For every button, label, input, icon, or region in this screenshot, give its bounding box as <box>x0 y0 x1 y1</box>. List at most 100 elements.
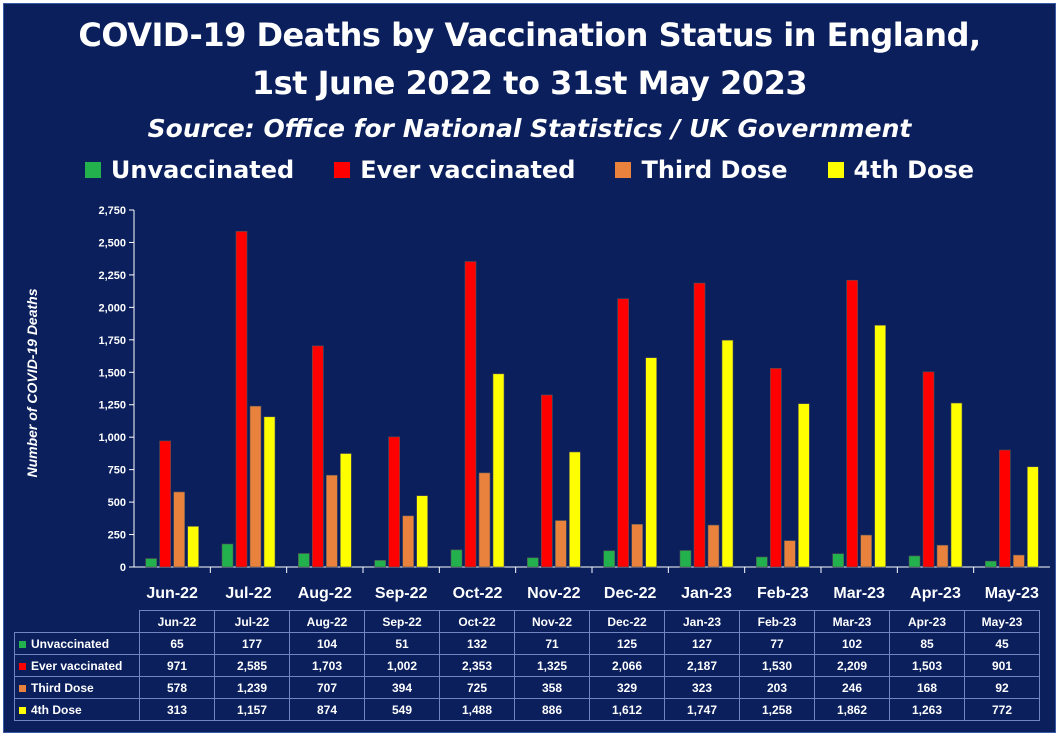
table-column-header: Sep-22 <box>364 610 440 633</box>
table-cell: 168 <box>889 676 965 699</box>
table-column-header: Feb-23 <box>739 610 815 633</box>
y-tick-label: 1,500 <box>98 367 126 379</box>
chart-title: COVID-19 Deaths by Vaccination Status in… <box>78 16 981 54</box>
bar-4th-dose-jun-22 <box>187 526 199 568</box>
table-cell: 246 <box>814 676 890 699</box>
bar-4th-dose-dec-22 <box>645 357 657 568</box>
y-tick-label: 250 <box>108 530 126 542</box>
bar-unvaccinated-mar-23 <box>832 553 844 568</box>
table-cell: 1,488 <box>439 698 515 721</box>
table-cell: 1,258 <box>739 698 815 721</box>
table-cell: 358 <box>514 676 590 699</box>
table-cell: 2,353 <box>439 654 515 677</box>
x-tick-label: Feb-23 <box>757 585 809 602</box>
legend-label: Third Dose <box>641 156 788 184</box>
x-tick-label: Jan-23 <box>681 585 732 602</box>
table-row-header: Ever vaccinated <box>14 654 140 677</box>
bar-4th-dose-apr-23 <box>950 402 963 568</box>
bar-4th-dose-jan-23 <box>721 339 734 568</box>
table-cell: 874 <box>289 698 365 721</box>
bar-4th-dose-may-23 <box>1027 466 1039 568</box>
table-cell: 886 <box>514 698 590 721</box>
x-tick-label: Oct-22 <box>453 585 503 602</box>
table-legend-swatch <box>19 706 26 714</box>
table-cell: 77 <box>739 632 815 655</box>
legend-item: 4th Dose <box>827 156 974 184</box>
table-column-header: Dec-22 <box>589 610 665 633</box>
table-cell: 102 <box>814 632 890 655</box>
bar-third-dose-jun-22 <box>173 491 185 568</box>
legend-item: Ever vaccinated <box>334 156 575 184</box>
table-column-header: Mar-23 <box>814 610 890 633</box>
bar-third-dose-sep-22 <box>402 515 414 568</box>
x-tick-label: Apr-23 <box>910 585 961 602</box>
bar-third-dose-oct-22 <box>478 472 491 568</box>
table-cell: 1,530 <box>739 654 815 677</box>
bar-third-dose-feb-23 <box>784 540 796 568</box>
table-cell: 203 <box>739 676 815 699</box>
table-cell: 1,612 <box>589 698 665 721</box>
bar-ever-vaccinated-dec-22 <box>617 298 629 568</box>
table-cell: 1,157 <box>214 698 290 721</box>
table-row: Ever vaccinated 971 2,585 1,703 1,002 2,353 1,… <box>14 654 1040 677</box>
table-cell: 132 <box>439 632 515 655</box>
chart-subtitle: Source: Office for National Statistics /… <box>147 114 912 143</box>
table-cell: 1,703 <box>289 654 365 677</box>
table-cell: 2,209 <box>814 654 890 677</box>
table-cell: 92 <box>964 676 1040 699</box>
bar-ever-vaccinated-oct-22 <box>464 261 477 568</box>
bar-unvaccinated-jun-22 <box>145 558 157 568</box>
y-tick-label: 1,750 <box>98 335 126 347</box>
table-cell: 51 <box>364 632 440 655</box>
table-row-header: 4th Dose <box>14 698 140 721</box>
table-legend-swatch <box>19 684 26 692</box>
table-row: 4th Dose 313 1,157 874 549 1,488 886 1,612 1,747… <box>14 698 1040 721</box>
bar-ever-vaccinated-jul-22 <box>235 231 248 568</box>
table-cell: 1,862 <box>814 698 890 721</box>
table-cell: 1,747 <box>664 698 740 721</box>
table-cell: 772 <box>964 698 1040 721</box>
table-row: Unvaccinated 65 177 104 51 132 71 125 127 77 102 85… <box>14 632 1040 655</box>
table-cell: 1,263 <box>889 698 965 721</box>
bar-third-dose-dec-22 <box>631 523 643 568</box>
bar-unvaccinated-apr-23 <box>908 555 921 568</box>
table-cell: 329 <box>589 676 665 699</box>
bar-ever-vaccinated-aug-22 <box>312 345 324 568</box>
bar-ever-vaccinated-jan-23 <box>693 282 706 568</box>
table-cell: 125 <box>589 632 665 655</box>
table-row-header: Third Dose <box>14 676 140 699</box>
y-tick-label: 2,000 <box>98 302 126 314</box>
y-tick-label: 750 <box>108 465 126 477</box>
table-column-header: Jan-23 <box>664 610 740 633</box>
table-cell: 2,066 <box>589 654 665 677</box>
table-cell: 707 <box>289 676 365 699</box>
table-cell: 177 <box>214 632 290 655</box>
bar-4th-dose-feb-23 <box>798 403 810 568</box>
legend-swatch <box>827 162 844 178</box>
table-column-header: Aug-22 <box>289 610 365 633</box>
bar-unvaccinated-may-23 <box>985 560 997 568</box>
bar-third-dose-apr-23 <box>936 544 949 568</box>
x-tick-label: May-23 <box>985 585 1039 602</box>
table-column-header: Nov-22 <box>514 610 590 633</box>
y-tick-label: 1,000 <box>98 432 126 444</box>
bar-unvaccinated-sep-22 <box>374 560 386 568</box>
y-tick-label: 2,750 <box>98 205 126 217</box>
y-axis-label: Number of COVID-19 Deaths <box>24 288 40 478</box>
legend-label: Unvaccinated <box>110 156 295 184</box>
bar-ever-vaccinated-apr-23 <box>922 371 935 568</box>
table-row-label: Ever vaccinated <box>31 658 123 673</box>
table-cell: 725 <box>439 676 515 699</box>
x-tick-label: Jun-22 <box>146 585 198 602</box>
bar-third-dose-mar-23 <box>860 534 872 568</box>
table-cell: 323 <box>664 676 740 699</box>
table-row: Third Dose 578 1,239 707 394 725 358 329 323 203 2… <box>14 676 1040 699</box>
x-tick-label: Dec-22 <box>604 585 657 602</box>
legend-item: Third Dose <box>615 156 788 184</box>
table-column-header: Jun-22 <box>139 610 215 633</box>
bar-4th-dose-nov-22 <box>569 451 581 568</box>
bar-third-dose-jan-23 <box>707 524 720 568</box>
bar-4th-dose-sep-22 <box>416 495 428 568</box>
table-cell: 2,187 <box>664 654 740 677</box>
bar-chart-plot: 0 250 500 750 1,000 1,250 1,500 1,750 2,000 2,250… <box>98 205 1050 602</box>
